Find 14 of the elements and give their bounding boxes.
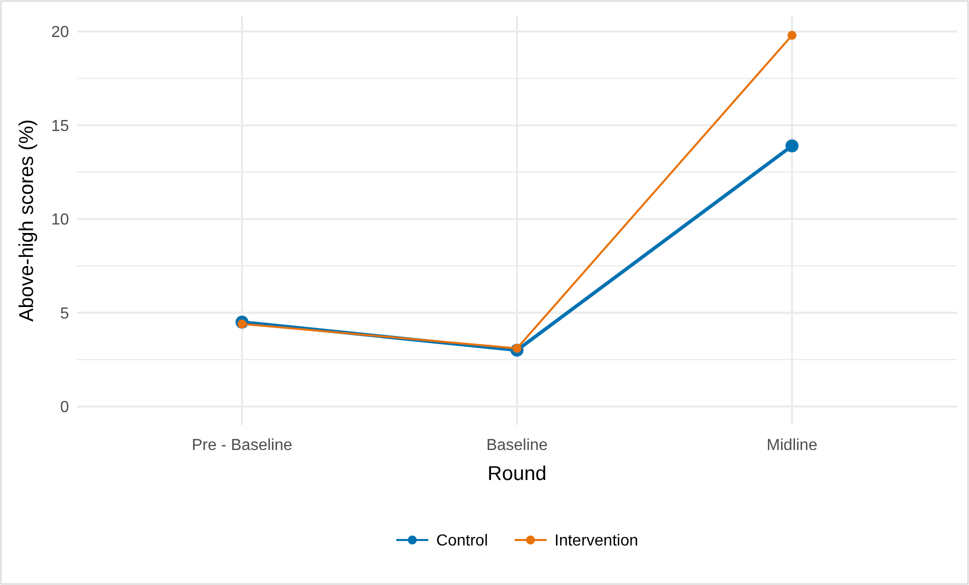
x-axis-title: Round — [488, 463, 546, 485]
y-tick-label: 10 — [51, 212, 70, 229]
x-tick-label: Pre - Baseline — [192, 437, 292, 454]
y-tick-label: 0 — [60, 399, 70, 416]
legend-label: Control — [436, 532, 488, 550]
point — [786, 139, 798, 152]
point — [788, 30, 796, 40]
x-tick-label: Baseline — [486, 437, 548, 454]
legend-label: Intervention — [554, 532, 638, 550]
y-axis-title: Above-high scores (%) — [16, 119, 38, 322]
y-tick-label: 5 — [60, 305, 70, 322]
x-tick-label: Midline — [766, 437, 818, 454]
y-tick-label: 20 — [51, 24, 70, 42]
y-tick-label: 15 — [51, 118, 70, 135]
